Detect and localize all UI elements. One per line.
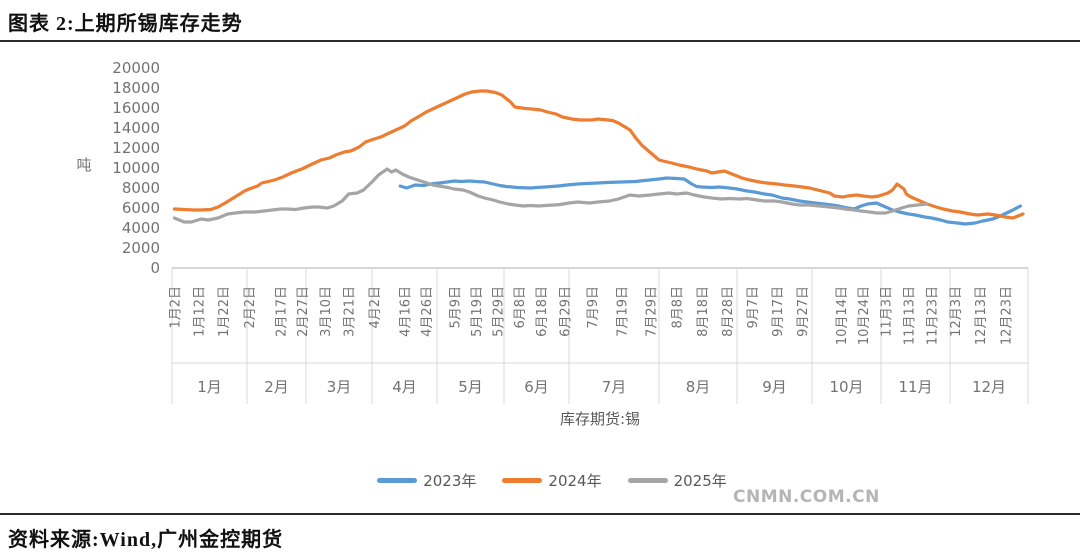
watermark: CNMN.COM.CN — [733, 487, 880, 507]
svg-text:3月10日: 3月10日 — [319, 286, 334, 337]
x-axis-title: 库存期货:锡 — [560, 410, 640, 428]
footer-divider — [0, 513, 1080, 515]
svg-text:9月17日: 9月17日 — [771, 286, 786, 337]
svg-text:10月14日: 10月14日 — [835, 286, 850, 345]
legend-item: 2023年 — [377, 470, 476, 491]
svg-text:11月13日: 11月13日 — [903, 286, 918, 345]
y-axis-labels: 0 2000 4000 6000 8000 10000 12000 14000 16000 180… — [76, 59, 160, 277]
svg-text:11月3日: 11月3日 — [880, 286, 895, 337]
svg-text:1月: 1月 — [197, 378, 222, 396]
svg-text:10月24日: 10月24日 — [857, 286, 872, 345]
svg-text:11月: 11月 — [898, 378, 932, 396]
svg-text:4000: 4000 — [122, 219, 160, 237]
svg-text:8月18日: 8月18日 — [696, 286, 711, 337]
svg-text:1月22日: 1月22日 — [217, 286, 232, 337]
page-title: 图表 2:上期所锡库存走势 — [8, 13, 243, 35]
svg-text:4月26日: 4月26日 — [420, 286, 435, 337]
svg-text:3月: 3月 — [327, 378, 352, 396]
svg-text:9月7日: 9月7日 — [746, 286, 761, 329]
svg-text:2月: 2月 — [264, 378, 289, 396]
svg-text:14000: 14000 — [112, 119, 160, 137]
svg-text:6000: 6000 — [122, 199, 160, 217]
legend-label: 2023年 — [423, 472, 477, 490]
svg-text:8月8日: 8月8日 — [671, 286, 686, 329]
svg-text:7月19日: 7月19日 — [615, 286, 630, 337]
svg-text:12000: 12000 — [112, 139, 160, 157]
svg-text:1月12日: 1月12日 — [193, 286, 208, 337]
svg-text:6月29日: 6月29日 — [559, 286, 574, 337]
svg-text:7月29日: 7月29日 — [644, 286, 659, 337]
svg-text:12月23日: 12月23日 — [999, 286, 1014, 345]
svg-text:9月27日: 9月27日 — [796, 286, 811, 337]
svg-text:3月21日: 3月21日 — [343, 286, 358, 337]
legend-line-swatch — [377, 478, 418, 483]
svg-text:5月9日: 5月9日 — [448, 286, 463, 329]
svg-text:6月8日: 6月8日 — [513, 286, 528, 329]
svg-text:2月2日: 2月2日 — [243, 286, 258, 329]
svg-text:2000: 2000 — [122, 239, 160, 257]
svg-text:4月2日: 4月2日 — [368, 286, 383, 329]
svg-text:10月: 10月 — [829, 378, 863, 396]
source-note: 资料来源:Wind,广州金控期货 — [8, 529, 284, 551]
svg-text:5月19日: 5月19日 — [470, 286, 485, 337]
legend-line-swatch — [627, 478, 668, 483]
series-line-2025年 — [172, 167, 929, 224]
svg-text:18000: 18000 — [112, 79, 160, 97]
x-axis-date-labels: 1月2日 1月12日 1月22日 2月2日 2月17日 2月27日 3月10日 3月21日 4月… — [168, 286, 1014, 345]
axis-frame — [171, 267, 1029, 404]
y-axis-unit: 吨 — [76, 156, 91, 174]
svg-text:12月: 12月 — [972, 378, 1006, 396]
legend-line-swatch — [502, 478, 543, 483]
svg-text:0: 0 — [150, 259, 160, 277]
svg-text:10000: 10000 — [112, 159, 160, 177]
svg-text:9月: 9月 — [762, 378, 787, 396]
svg-text:2月27日: 2月27日 — [296, 286, 311, 337]
svg-text:5月29日: 5月29日 — [492, 286, 507, 337]
legend-label: 2024年 — [548, 472, 602, 490]
x-axis-month-labels: 1月 2月 3月 4月 5月 6月 7月 8月 9月 10月 11月 12月 — [197, 378, 1006, 396]
svg-text:11月23日: 11月23日 — [926, 286, 941, 345]
svg-text:8月: 8月 — [686, 378, 711, 396]
svg-text:7月9日: 7月9日 — [586, 286, 601, 329]
svg-text:12月13日: 12月13日 — [974, 286, 989, 345]
svg-text:7月: 7月 — [602, 378, 627, 396]
svg-text:6月18日: 6月18日 — [535, 286, 550, 337]
svg-text:2月17日: 2月17日 — [275, 286, 290, 337]
chart-legend: 2023年 2024年 2025年 — [0, 470, 1080, 491]
series-line-2024年 — [172, 89, 1025, 220]
legend-label: 2025年 — [673, 472, 727, 490]
svg-text:4月: 4月 — [392, 378, 417, 396]
svg-text:6月: 6月 — [524, 378, 549, 396]
title-divider — [0, 40, 1080, 42]
svg-text:16000: 16000 — [112, 99, 160, 117]
legend-item: 2024年 — [502, 470, 602, 491]
legend-item: 2025年 — [627, 470, 727, 491]
svg-text:4月16日: 4月16日 — [399, 286, 414, 337]
svg-text:5月: 5月 — [458, 378, 483, 396]
svg-text:12月3日: 12月3日 — [949, 286, 964, 337]
svg-text:8000: 8000 — [122, 179, 160, 197]
svg-text:20000: 20000 — [112, 59, 160, 77]
svg-text:1月2日: 1月2日 — [168, 286, 183, 329]
svg-text:8月28日: 8月28日 — [721, 286, 736, 337]
series-line-2023年 — [398, 176, 1023, 226]
